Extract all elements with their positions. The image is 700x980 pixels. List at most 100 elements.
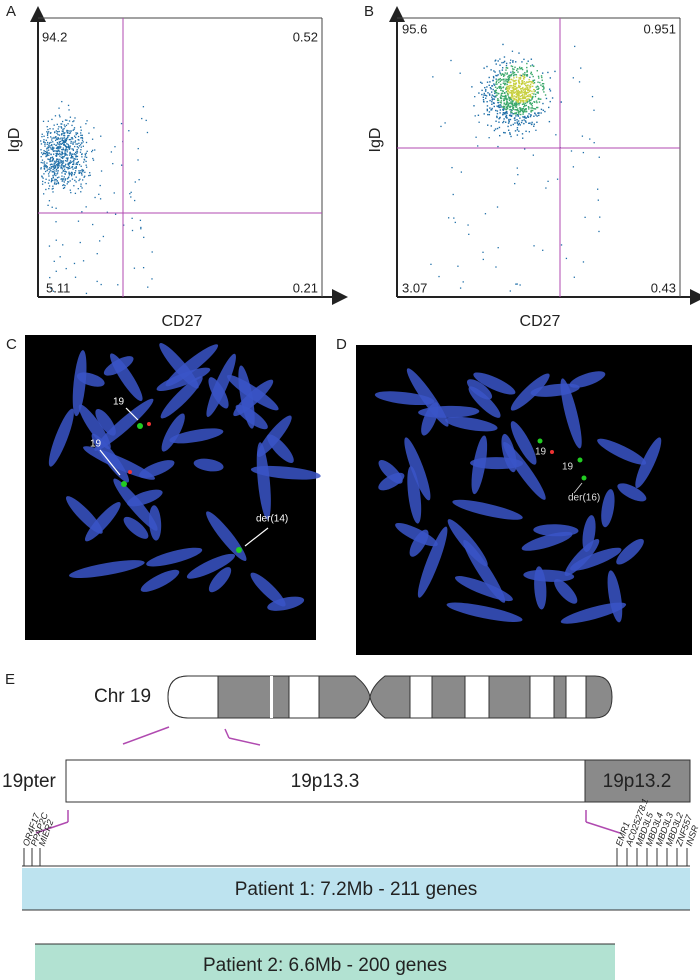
dot — [79, 144, 82, 146]
dot — [524, 83, 526, 85]
dot — [78, 169, 80, 172]
dot — [484, 86, 486, 89]
dot — [518, 93, 520, 95]
dot — [82, 141, 84, 143]
dot — [61, 133, 63, 135]
dot — [513, 88, 515, 90]
dot — [72, 153, 74, 155]
dot — [520, 83, 522, 85]
dot — [61, 149, 64, 151]
dot — [499, 109, 502, 111]
dot — [70, 130, 72, 132]
dot — [114, 146, 116, 148]
dot — [504, 108, 506, 110]
dot — [46, 166, 48, 169]
dot — [495, 81, 498, 83]
dot — [532, 82, 535, 85]
dot — [515, 96, 518, 99]
dot — [53, 183, 56, 185]
dot — [46, 143, 48, 145]
dot — [509, 132, 511, 134]
dot — [506, 81, 509, 83]
dot — [508, 99, 511, 102]
dot — [73, 160, 75, 162]
dot — [497, 60, 499, 62]
dot — [70, 191, 72, 194]
dot — [538, 77, 540, 79]
dot — [529, 76, 531, 78]
dot — [72, 148, 74, 150]
dot — [79, 241, 81, 244]
dot — [500, 104, 502, 106]
dot — [78, 145, 81, 147]
dot — [69, 151, 71, 153]
dot — [531, 107, 533, 109]
dot — [77, 161, 80, 163]
annotation: 19 — [113, 397, 125, 408]
dot — [54, 166, 57, 168]
dot — [516, 122, 519, 124]
dot — [521, 91, 523, 93]
dot — [60, 137, 62, 139]
dot — [58, 114, 61, 116]
dot — [430, 263, 432, 265]
dot — [56, 182, 58, 185]
dot — [61, 164, 63, 167]
dot — [524, 84, 527, 87]
dot — [516, 283, 518, 285]
dot — [506, 92, 509, 95]
dot — [67, 130, 69, 132]
dot — [76, 149, 78, 151]
dot — [515, 102, 517, 104]
dot — [509, 133, 511, 135]
dot — [69, 172, 71, 174]
dot — [519, 91, 521, 94]
dot — [140, 228, 142, 230]
dot — [516, 87, 518, 89]
dot — [71, 166, 73, 169]
dot — [498, 87, 501, 89]
dot — [512, 79, 514, 81]
dot — [50, 287, 52, 290]
dot — [491, 107, 493, 110]
dot — [57, 147, 59, 149]
chromosome — [83, 446, 155, 480]
dot — [508, 74, 510, 77]
dot — [511, 68, 514, 70]
dot — [70, 154, 73, 157]
dot — [59, 165, 61, 167]
dot — [61, 168, 64, 170]
dot — [522, 81, 524, 84]
chromosome-label: Chr 19 — [94, 686, 151, 707]
dot — [570, 150, 573, 152]
dot — [73, 162, 75, 164]
dot — [510, 101, 512, 103]
dot — [73, 173, 75, 176]
dot — [48, 185, 51, 187]
annotation: 19 — [562, 462, 574, 473]
dot — [487, 113, 489, 116]
dot — [47, 182, 50, 184]
chromosome — [72, 350, 87, 417]
dot — [70, 140, 72, 143]
dot — [505, 91, 508, 93]
dot — [63, 165, 65, 167]
dot — [527, 95, 529, 97]
dot — [70, 137, 73, 139]
dot — [478, 121, 480, 123]
dot — [513, 71, 516, 74]
dot — [44, 152, 46, 155]
dot — [120, 164, 123, 166]
dot — [61, 154, 63, 156]
dot — [447, 217, 450, 219]
dot — [70, 153, 72, 155]
dot — [479, 81, 482, 84]
zoom-line — [35, 821, 69, 834]
dot — [80, 172, 83, 175]
dot — [62, 137, 64, 139]
dot — [80, 165, 82, 167]
dot — [519, 91, 521, 93]
dot — [459, 287, 462, 289]
dot — [72, 163, 75, 166]
dot — [77, 220, 80, 222]
